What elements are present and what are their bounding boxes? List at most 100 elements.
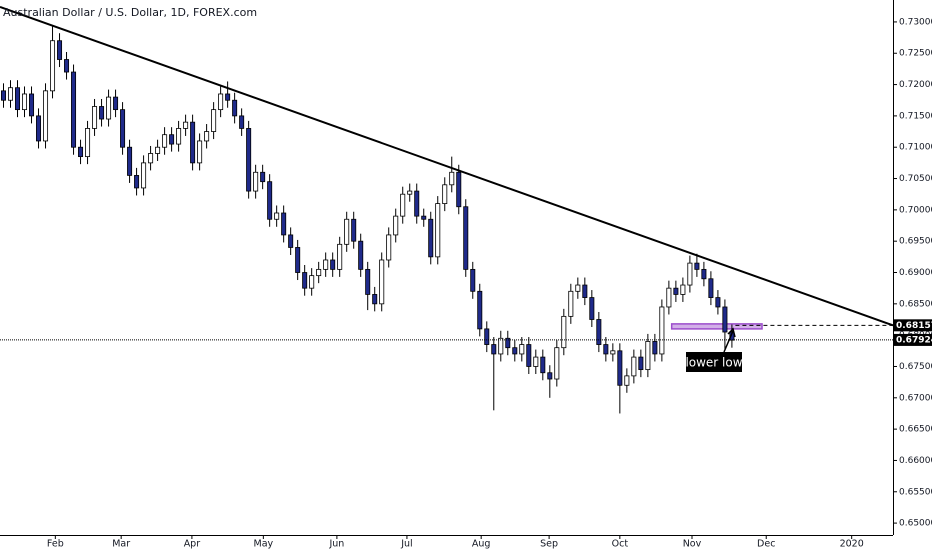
y-tick-label: 0.65000 — [899, 519, 932, 529]
x-tick-label: Nov — [683, 539, 702, 550]
candle-body — [204, 131, 210, 142]
candle-body — [610, 350, 616, 355]
candle-body — [463, 206, 469, 270]
candle-body — [589, 297, 595, 320]
candle-body — [302, 272, 308, 289]
x-tick-label: May — [254, 539, 274, 550]
trendline — [0, 5, 894, 327]
candle-body — [512, 347, 518, 355]
x-tick-label: 2020 — [840, 539, 864, 550]
x-tick-label: Oct — [612, 539, 629, 550]
candle-body — [148, 153, 154, 164]
candle-body — [645, 341, 651, 371]
candle-body — [239, 115, 245, 129]
plot-area — [0, 5, 894, 414]
candle-body — [372, 294, 378, 305]
candle-body — [85, 128, 91, 158]
candle-body — [666, 287, 672, 308]
candle-body — [680, 284, 686, 295]
candle-body — [540, 356, 546, 374]
candle-body — [519, 344, 525, 355]
candle-body — [715, 297, 721, 308]
candle-body — [673, 287, 679, 295]
candle-body — [176, 128, 182, 145]
x-tick-label: Dec — [757, 539, 775, 550]
candle-body — [638, 356, 644, 371]
candle-body — [407, 190, 413, 195]
candle-body — [526, 344, 532, 367]
candle-body — [295, 247, 301, 273]
candle-body — [1, 90, 7, 101]
candle-body — [659, 306, 665, 355]
candle-body — [169, 134, 175, 145]
candle-body — [330, 259, 336, 270]
candle-body — [288, 234, 294, 248]
annotation-text: lower low — [685, 356, 742, 370]
candle-body — [435, 203, 441, 258]
candle-body — [57, 40, 63, 60]
candle-body — [358, 240, 364, 270]
candle-body — [8, 87, 14, 101]
candle-body — [92, 106, 98, 129]
candle-body — [43, 90, 49, 142]
annotation-arrow — [723, 327, 736, 353]
candle-body — [50, 40, 56, 92]
candle-body — [316, 268, 322, 277]
candle-body — [652, 341, 658, 355]
candle-body — [78, 146, 84, 158]
candle-body — [29, 93, 35, 117]
candle-body — [22, 93, 28, 111]
candle-body — [624, 375, 630, 386]
price-label: 0.68157 — [896, 321, 932, 331]
candle-body — [449, 171, 455, 186]
candle-body — [554, 347, 560, 380]
candle-body — [694, 262, 700, 270]
candle-body — [36, 115, 42, 142]
x-tick-label: Aug — [472, 539, 491, 550]
candle-body — [400, 193, 406, 217]
x-tick-label: Feb — [47, 539, 64, 550]
candle-body — [267, 181, 273, 220]
candle-body — [351, 218, 357, 242]
candle-body — [421, 215, 427, 220]
candle-body — [687, 262, 693, 286]
x-tick-label: Apr — [184, 539, 201, 550]
candle-body — [113, 96, 119, 111]
candle-body — [211, 109, 217, 132]
candle-body — [575, 284, 581, 292]
candle-body — [365, 268, 371, 295]
candle-body — [456, 171, 462, 208]
candle-body — [155, 146, 161, 154]
price-label: 0.67924 — [896, 335, 932, 345]
annotation-box — [686, 352, 742, 372]
candle-body — [701, 268, 707, 280]
candle-body — [596, 319, 602, 345]
candle-body — [106, 96, 112, 120]
candle-body — [505, 337, 511, 349]
candle-body — [281, 212, 287, 236]
candle-body — [414, 190, 420, 217]
candle-body — [708, 278, 714, 298]
candle-body — [260, 171, 266, 183]
candle-body — [547, 372, 553, 380]
x-tick-label: Mar — [112, 539, 130, 550]
candle-body — [274, 212, 280, 220]
candle-body — [442, 184, 448, 205]
candle-body — [491, 344, 497, 355]
candle-body — [127, 146, 133, 176]
candle-body — [379, 259, 385, 305]
candle-body — [470, 268, 476, 292]
candle-body — [134, 175, 140, 189]
x-tick-label: Jul — [400, 539, 412, 550]
candle-body — [393, 215, 399, 236]
x-tick-label: Sep — [540, 539, 558, 550]
